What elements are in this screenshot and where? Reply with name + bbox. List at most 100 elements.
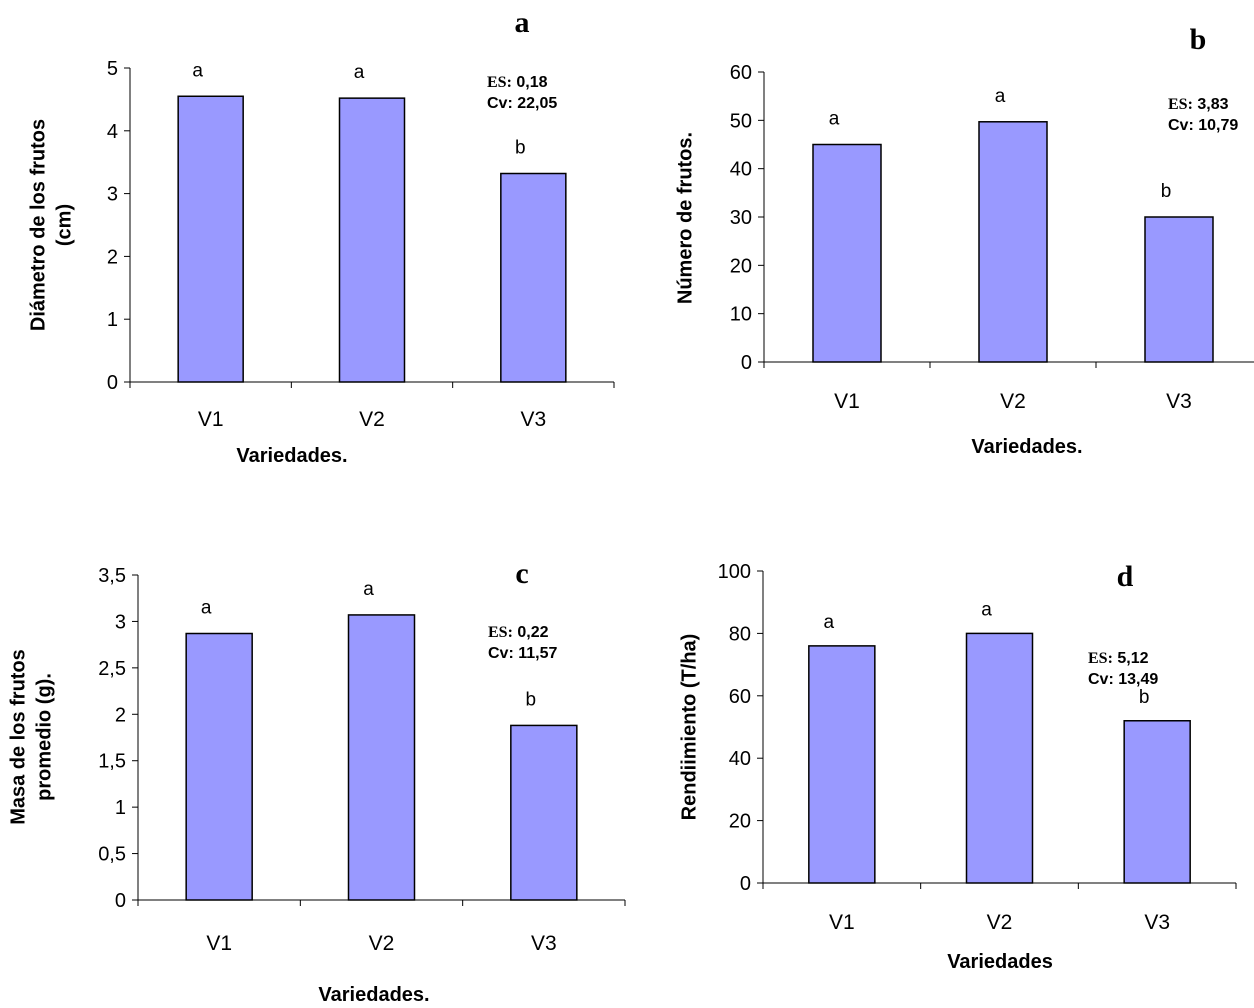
y-tick-label: 5: [107, 58, 118, 80]
significance-letter: b: [526, 689, 537, 710]
y-tick-label: 0: [107, 372, 118, 394]
stat-value: 5,12: [1113, 650, 1149, 667]
y-tick-label: 40: [730, 159, 752, 181]
y-tick-label: 3,5: [98, 565, 126, 587]
y-tick-label: 3: [115, 611, 126, 633]
stat-cv: Cv: 13,49: [1088, 671, 1158, 688]
bar-v2: [338, 97, 406, 383]
stat-key: ES:: [1168, 96, 1193, 113]
panel-label: b: [1190, 23, 1207, 56]
x-tick-label: V1: [829, 911, 855, 934]
stat-cv: Cv: 11,57: [488, 645, 557, 662]
stat-cv: Cv: 10,79: [1168, 117, 1238, 134]
significance-letter: b: [1161, 181, 1172, 202]
stat-es: ES: 0,22: [488, 624, 549, 641]
x-axis-title: Variedades.: [971, 436, 1082, 458]
y-axis-title: Masa de los frutos: [7, 649, 29, 825]
y-axis-title: (cm): [53, 204, 75, 246]
x-tick-label: V2: [359, 408, 385, 431]
y-tick-label: 60: [729, 686, 751, 708]
y-tick-label: 0: [741, 352, 752, 374]
x-tick-label: V2: [1000, 390, 1026, 413]
y-tick-label: 100: [718, 561, 751, 583]
y-tick-label: 2: [115, 704, 126, 726]
chart-b: 0 10 20 30 40 50 60 a V1 a V2 b V3 Variedades. Número …: [674, 23, 1254, 458]
x-tick-label: V2: [987, 911, 1013, 934]
bar-v3: [510, 724, 578, 901]
y-tick-label: 60: [730, 62, 752, 84]
stat-value: 11,57: [514, 645, 558, 662]
y-tick-label: 30: [730, 207, 752, 229]
y-tick-label: 10: [730, 304, 752, 326]
stat-key: Cv:: [1168, 117, 1194, 134]
stat-value: 0,18: [512, 74, 548, 91]
chart-a: 0 1 2 3 4 5 a V1 a V2 b V3 Variedades. Diámetro de lo…: [27, 6, 615, 467]
stat-es: ES: 3,83: [1168, 96, 1229, 113]
stat-key: Cv:: [487, 95, 513, 112]
y-tick-label: 20: [729, 811, 751, 833]
significance-letter: a: [192, 60, 203, 81]
y-tick-label: 1: [115, 797, 126, 819]
significance-letter: b: [1139, 687, 1150, 708]
x-tick-label: V2: [369, 932, 395, 955]
stat-key: Cv:: [488, 645, 514, 662]
panel-label: c: [515, 557, 528, 590]
stat-cv: Cv: 22,05: [487, 95, 557, 112]
x-tick-label: V1: [206, 932, 232, 955]
significance-letter: a: [201, 598, 212, 619]
x-tick-label: V3: [520, 408, 546, 431]
bar-v3: [1144, 216, 1214, 363]
stat-key: ES:: [488, 624, 513, 641]
y-axis-title: Número de frutos.: [674, 132, 696, 304]
bar-v1: [177, 95, 244, 383]
stat-key: Cv:: [1088, 671, 1114, 688]
y-tick-label: 50: [730, 110, 752, 132]
y-axis-title: Rendiimiento (T/ha): [678, 634, 700, 821]
bar-v1: [812, 143, 882, 363]
y-tick-label: 40: [729, 748, 751, 770]
bar-v3: [1123, 720, 1191, 884]
y-tick-label: 2: [107, 246, 118, 268]
significance-letter: b: [515, 138, 526, 159]
bar-v1: [185, 632, 253, 901]
x-axis-title: Variedades.: [318, 984, 429, 1006]
stat-value: 10,79: [1194, 117, 1239, 134]
significance-letter: a: [829, 109, 840, 130]
significance-letter: a: [354, 62, 365, 83]
y-tick-label: 2,5: [98, 658, 126, 680]
bar-v2: [965, 632, 1034, 884]
bar-v1: [808, 645, 876, 884]
x-tick-label: V1: [834, 390, 860, 413]
x-tick-label: V3: [1144, 911, 1170, 934]
stat-value: 22,05: [513, 95, 558, 112]
y-tick-label: 0: [115, 890, 126, 912]
y-tick-label: 1,5: [98, 751, 126, 773]
x-tick-label: V1: [198, 408, 224, 431]
y-tick-label: 4: [107, 121, 118, 143]
panel-label: d: [1117, 560, 1134, 593]
stat-key: ES:: [1088, 650, 1113, 667]
stat-value: 0,22: [513, 624, 549, 641]
x-tick-label: V3: [1166, 390, 1192, 413]
stat-value: 3,83: [1193, 96, 1229, 113]
y-tick-label: 1: [107, 309, 118, 331]
stat-es: ES: 5,12: [1088, 650, 1149, 667]
x-axis-title: Variedades: [947, 951, 1053, 973]
y-tick-label: 0,5: [98, 844, 126, 866]
chart-d: 0 20 40 60 80 100 a V1 a V2 b V3 Variedades Rendiimie…: [678, 560, 1237, 973]
x-tick-label: V3: [531, 932, 557, 955]
y-tick-label: 3: [107, 184, 118, 206]
y-axis-title: Diámetro de los frutos: [27, 119, 49, 331]
y-tick-label: 20: [730, 255, 752, 277]
panel-label: a: [515, 6, 530, 39]
significance-letter: a: [981, 599, 992, 620]
chart-c: 0 0,5 1 1,5 2 2,5 3 3,5 a V1 a V2 b V3 Variedades. Masa…: [7, 557, 626, 1006]
y-tick-label: 0: [740, 873, 751, 895]
stat-key: ES:: [487, 74, 512, 91]
x-axis-title: Variedades.: [236, 445, 347, 467]
stat-es: ES: 0,18: [487, 74, 548, 91]
bar-v3: [500, 172, 567, 383]
stat-value: 13,49: [1114, 671, 1159, 688]
significance-letter: a: [995, 86, 1006, 107]
